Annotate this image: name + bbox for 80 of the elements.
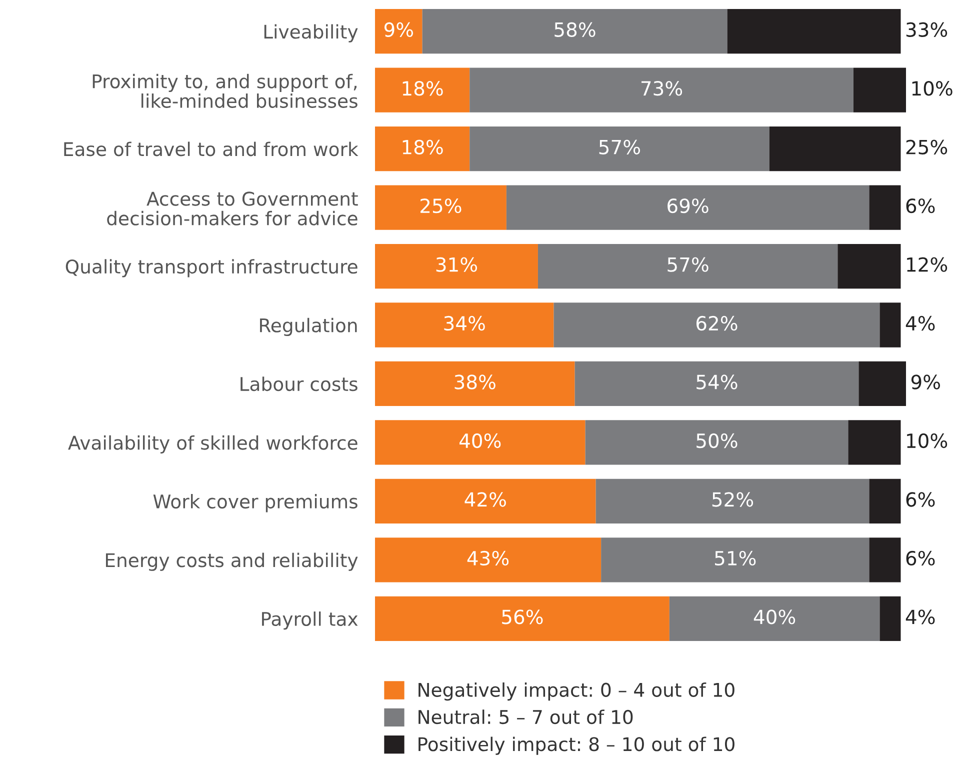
data-label: 4% — [906, 316, 935, 331]
data-label: 6% — [906, 492, 935, 507]
legend-label: Neutral: 5 – 7 out of 10 — [418, 710, 633, 724]
bar — [858, 361, 906, 406]
bar — [375, 478, 596, 524]
bar — [375, 302, 554, 348]
data-label: 42% — [464, 492, 506, 507]
data-label: 43% — [467, 550, 509, 566]
bar — [769, 126, 901, 172]
data-label: 6% — [906, 198, 935, 214]
data-label: 31% — [436, 257, 478, 272]
y-tick-label: Proximity to, and support of, like-minded businesses — [92, 74, 358, 108]
data-label: 54% — [696, 374, 738, 390]
data-label: 18% — [402, 81, 443, 96]
data-label: 12% — [907, 257, 948, 272]
bar — [853, 68, 906, 112]
bar — [574, 361, 859, 406]
bar — [470, 126, 770, 172]
y-tick-label: Payroll tax — [262, 612, 358, 630]
bar — [375, 185, 506, 230]
data-label: 9% — [384, 22, 414, 38]
bar — [375, 596, 670, 641]
y-tick-label: Access to Government decision-makers for advice — [107, 192, 358, 226]
bar — [869, 538, 901, 582]
data-label: 25% — [420, 198, 462, 214]
bar — [506, 185, 870, 230]
bar — [601, 538, 870, 582]
y-tick-label: Liveability — [264, 24, 358, 42]
bar — [838, 244, 901, 289]
data-label: 69% — [668, 198, 708, 214]
data-label: 33% — [906, 22, 948, 38]
bar — [470, 68, 854, 112]
data-label: 52% — [712, 492, 754, 507]
data-label: 38% — [454, 374, 496, 390]
data-label: 57% — [599, 140, 640, 154]
data-label: 10% — [912, 81, 952, 96]
data-label: 51% — [715, 550, 756, 566]
bar — [596, 478, 870, 524]
legend-label: Positively impact: 8 – 10 out of 10 — [418, 736, 734, 755]
y-tick-label: Ease of travel to and from work — [64, 142, 358, 156]
y-tick-label: Work cover premiums — [153, 494, 358, 512]
legend-label: Negatively impact: 0 – 4 out of 10 — [418, 682, 734, 701]
y-tick-label: Quality transport infrastructure — [66, 259, 358, 278]
data-label: 9% — [911, 374, 940, 390]
bar — [375, 361, 575, 406]
y-tick-label: Regulation — [260, 318, 357, 336]
data-label: 58% — [554, 22, 596, 38]
bar — [375, 126, 470, 172]
bar — [880, 596, 901, 641]
bar — [538, 244, 838, 289]
bar — [869, 478, 901, 524]
data-label: 40% — [754, 610, 796, 624]
data-label: 34% — [444, 316, 485, 331]
bar — [375, 68, 470, 112]
data-label: 4% — [906, 610, 935, 624]
bar — [848, 420, 901, 465]
bar — [727, 9, 901, 54]
bar — [375, 538, 602, 582]
bar — [375, 420, 586, 465]
bar — [585, 420, 848, 465]
bar — [669, 596, 880, 641]
data-label: 10% — [907, 433, 948, 448]
data-label: 40% — [459, 433, 501, 448]
data-label: 25% — [906, 140, 948, 154]
data-label: 18% — [402, 140, 443, 154]
data-label: 57% — [668, 257, 708, 272]
bar — [554, 302, 880, 348]
data-label: 73% — [642, 81, 682, 96]
data-label: 62% — [696, 316, 738, 331]
bar — [422, 9, 728, 54]
data-label: 56% — [502, 610, 543, 624]
y-tick-label: Energy costs and reliability — [106, 552, 358, 571]
bar — [375, 244, 538, 289]
data-label: 6% — [906, 550, 935, 566]
bar — [869, 185, 901, 230]
bar — [375, 9, 422, 54]
y-tick-label: Availability of skilled workforce — [68, 435, 358, 454]
y-tick-label: Labour costs — [240, 376, 358, 392]
data-label: 50% — [696, 433, 738, 448]
bar — [880, 302, 901, 348]
